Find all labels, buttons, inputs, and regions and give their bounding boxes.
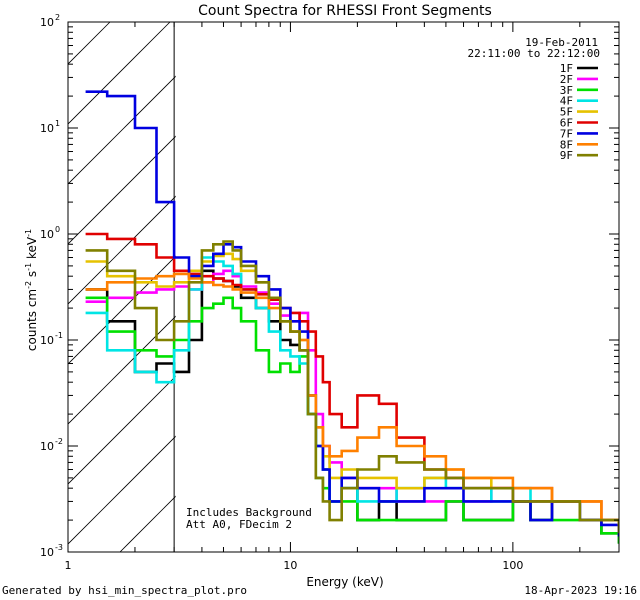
y-tick-exponent: -2 <box>55 437 63 446</box>
legend-label-7F: 7F <box>560 127 573 140</box>
chart-title: Count Spectra for RHESSI Front Segments <box>198 3 492 19</box>
series-line-4F <box>85 256 619 534</box>
legend-label-6F: 6F <box>560 117 573 130</box>
y-label-exp-2: -1 <box>24 263 33 271</box>
x-axis-ticks: 1 10 100 <box>65 22 620 572</box>
y-tick-label: 10 <box>40 228 54 241</box>
y-tick-base: 10 <box>40 122 54 135</box>
y-label-exp-1: -2 <box>24 281 33 289</box>
y-tick-exponent: -3 <box>55 543 63 552</box>
hatch-line <box>68 195 176 305</box>
legend-time-range: 22:11:00 to 22:12:00 <box>468 47 600 60</box>
y-label-part-2: s <box>25 271 39 281</box>
hatch-line <box>600 22 640 552</box>
y-tick-label: 10 <box>40 546 54 559</box>
y-tick-base: 10 <box>40 334 54 347</box>
legend-label-8F: 8F <box>560 138 573 151</box>
y-tick-label: 10 <box>40 334 54 347</box>
hatch-line <box>420 22 640 552</box>
hatch-line <box>68 375 176 485</box>
x-axis-label: Energy (keV) <box>306 575 383 589</box>
legend-date: 19-Feb-2011 <box>525 36 598 49</box>
y-tick-exponent: 0 <box>55 225 60 234</box>
footer-timestamp: 18-Apr-2023 19:16 <box>524 584 637 597</box>
y-tick-base: 10 <box>40 546 54 559</box>
y-tick-label: 10 <box>40 16 54 29</box>
annotation-attenuator: Att A0, FDecim 2 <box>186 518 292 531</box>
hatch-line <box>68 255 176 365</box>
legend-label-9F: 9F <box>560 149 573 162</box>
hatch-line <box>68 22 171 125</box>
y-tick-base: 10 <box>40 440 54 453</box>
series-line-9F <box>85 240 619 534</box>
y-axis-label: counts cm-2 s-1 keV-1 <box>24 229 39 351</box>
series-layer <box>85 90 619 544</box>
footer-generated-by: Generated by hsi_min_spectra_plot.pro <box>2 584 247 597</box>
y-tick-base: 10 <box>40 228 54 241</box>
y-label-part-1: counts cm <box>25 289 39 351</box>
series-line-7F <box>85 90 619 537</box>
hatch-line <box>68 75 176 185</box>
y-tick-base: 10 <box>40 16 54 29</box>
legend-label-4F: 4F <box>560 95 573 108</box>
y-tick-label: 10 <box>40 122 54 135</box>
y-label-part-3: keV <box>25 236 39 263</box>
legend-label-1F: 1F <box>560 62 573 75</box>
y-tick-exponent: 1 <box>55 119 60 128</box>
y-tick-exponent: 2 <box>55 13 60 22</box>
legend-label-5F: 5F <box>560 106 573 119</box>
hatch-line <box>68 435 176 545</box>
legend-label-2F: 2F <box>560 73 573 86</box>
series-line-2F <box>85 269 619 534</box>
annotation-background: Includes Background <box>186 506 312 519</box>
legend-label-3F: 3F <box>560 84 573 97</box>
x-tick-label: 100 <box>502 559 523 572</box>
x-tick-label: 1 <box>65 559 72 572</box>
plot-frame <box>67 21 620 553</box>
hatch-line <box>68 22 111 65</box>
y-tick-label: 10 <box>40 440 54 453</box>
x-tick-label: 10 <box>283 559 297 572</box>
series-line-5F <box>85 252 619 534</box>
hatched-region <box>68 22 640 552</box>
y-tick-exponent: -1 <box>55 331 63 340</box>
y-label-exp-3: -1 <box>24 229 33 237</box>
